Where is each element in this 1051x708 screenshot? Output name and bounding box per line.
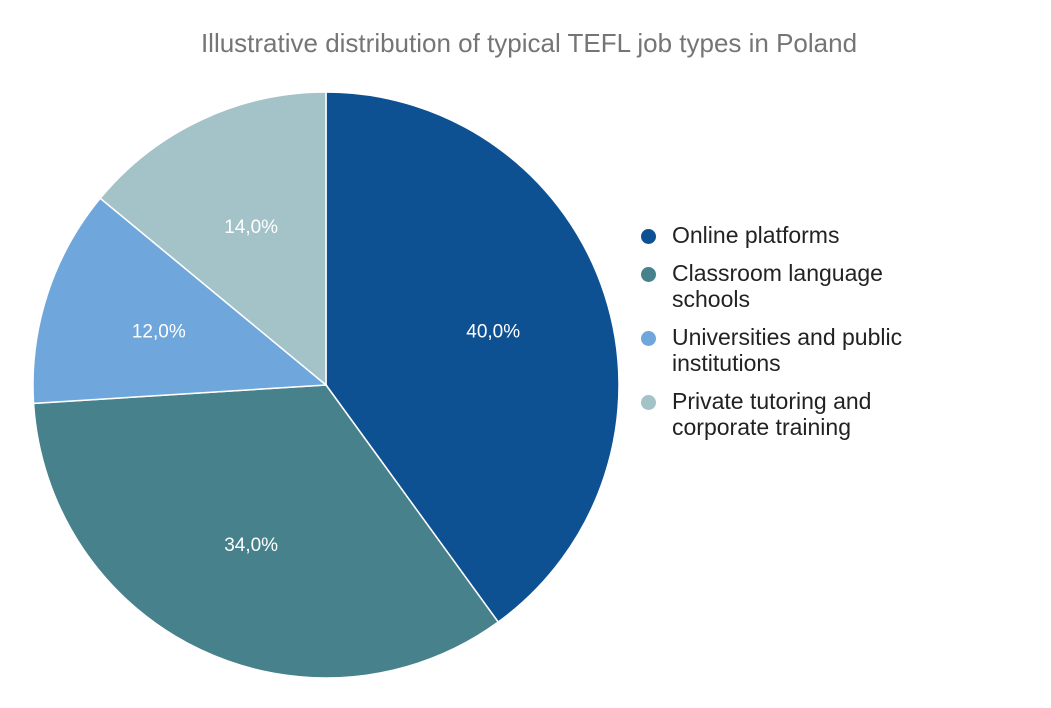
legend-dot-icon [641,267,656,282]
chart-title: Illustrative distribution of typical TEF… [200,28,858,58]
legend-item-universities[interactable]: Universities and public institutions [641,324,961,376]
legend-item-classroom-schools[interactable]: Classroom language schools [641,260,961,312]
slice-value-label: 40,0% [466,322,520,343]
slice-universities[interactable] [32,197,328,405]
legend-dot-icon [641,229,656,244]
legend-label: Private tutoring and corporate training [672,388,872,440]
legend-label: Online platforms [672,222,840,248]
legend-item-online-platforms[interactable]: Online platforms [641,222,961,248]
legend: Online platforms Classroom language scho… [641,222,961,452]
slice-classroom-schools[interactable] [32,384,500,679]
slice-private-tutoring[interactable] [99,91,327,387]
legend-dot-icon [641,331,656,346]
slice-value-label: 34,0% [224,535,278,556]
slice-online-platforms[interactable] [325,91,620,624]
legend-label: Classroom language schools [672,260,883,312]
legend-label: Universities and public institutions [672,324,903,376]
legend-dot-icon [641,395,656,410]
legend-item-private-tutoring[interactable]: Private tutoring and corporate training [641,388,961,440]
slice-value-label: 12,0% [132,322,186,343]
slice-value-label: 14,0% [224,217,278,238]
